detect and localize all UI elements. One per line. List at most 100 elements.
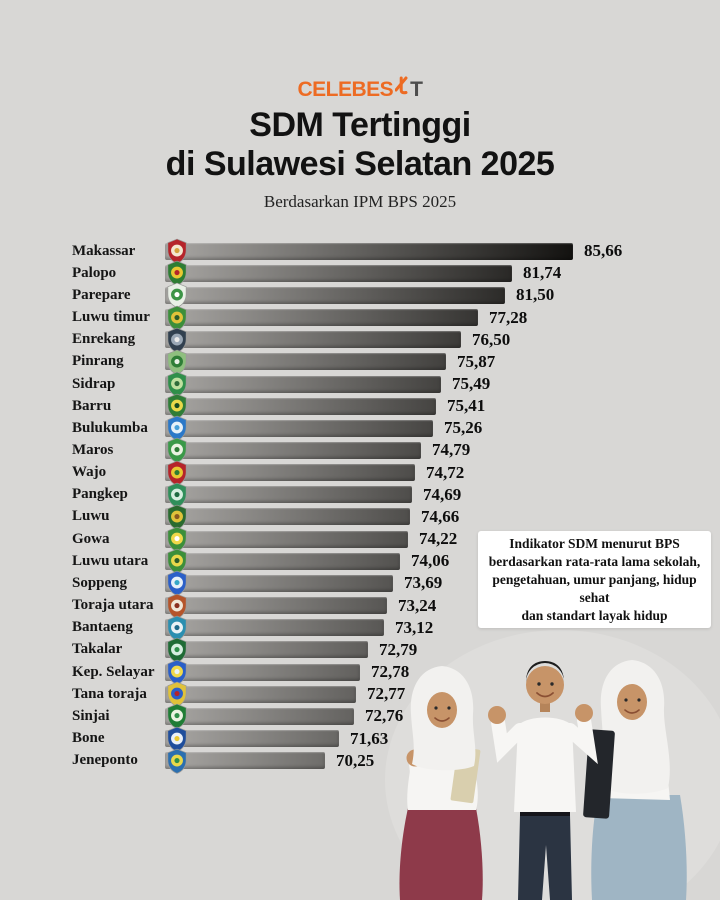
value-label: 75,26 [444,418,483,438]
students-photo [380,630,720,900]
bar-chart: Makassar 85,66 Palopo 81,74 Parepare 81,… [72,238,712,774]
bar [165,238,573,264]
bar [165,482,412,508]
chart-row: Jeneponto 70,25 [72,748,712,774]
brand-logo: CELEBES T [0,76,720,103]
bar [165,704,354,730]
bar [165,681,356,707]
value-label: 72,79 [379,639,418,659]
value-label: 74,79 [432,440,471,460]
chart-row: Bantaeng 73,12 [72,615,712,641]
value-label: 75,41 [447,396,486,416]
bar [165,327,461,353]
bar [165,659,360,685]
bar [165,260,512,286]
bar [165,371,441,397]
region-label: Sinjai [72,707,110,724]
value-label: 73,24 [398,595,437,615]
chart-row: Wajo 74,72 [72,460,712,486]
region-label: Pinrang [72,353,124,370]
value-label: 85,66 [584,241,623,261]
page-subtitle: Berdasarkan IPM BPS 2025 [263,192,457,211]
region-label: Pangkep [72,486,128,503]
value-label: 74,06 [411,551,450,571]
region-label: Wajo [72,464,107,481]
logo-bolt-icon [394,76,408,101]
value-label: 73,69 [404,573,443,593]
region-crest-icon [166,615,188,641]
region-label: Luwu timur [72,309,150,326]
value-label: 71,63 [350,728,389,748]
region-label: Maros [72,441,114,458]
value-label: 76,50 [472,329,511,349]
bar [165,571,393,597]
value-label: 81,50 [516,285,555,305]
value-label: 81,74 [523,263,562,283]
chart-row: Luwu timur 77,28 [72,305,712,331]
bar [165,748,325,774]
value-label: 75,87 [457,351,496,371]
info-box: Indikator SDM menurut BPS berdasarkan rat… [478,531,711,628]
bar [165,460,415,486]
value-label: 72,76 [365,706,404,726]
bar [165,305,478,331]
value-label: 73,12 [395,617,434,637]
value-label: 75,49 [452,374,491,394]
value-label: 74,72 [426,462,465,482]
region-crest-icon [166,260,188,286]
chart-row: Pangkep 74,69 [72,482,712,508]
bar [165,615,384,641]
bar [165,637,368,663]
bar [165,438,421,464]
region-label: Toraja utara [72,597,154,614]
chart-row: Sidrap 75,49 [72,371,712,397]
brand-name-t: T [410,77,423,101]
region-label: Makassar [72,242,136,259]
region-label: Enrekang [72,331,136,348]
region-label: Palopo [72,264,117,281]
bar [165,349,446,375]
chart-row: Takalar 72,79 [72,637,712,663]
bar [165,526,408,552]
region-crest-icon [166,415,188,442]
region-crest-icon [166,460,188,486]
chart-row: Bone 71,63 [72,726,712,752]
value-label: 72,77 [367,684,406,704]
bar [165,726,339,752]
region-crest-icon [166,349,188,375]
student-girl-left [399,666,483,900]
chart-row: Luwu utara 74,06 [72,548,712,575]
bar [165,548,400,575]
region-label: Soppeng [72,574,128,591]
region-crest-icon [166,659,188,685]
region-label: Parepare [72,286,131,303]
chart-row: Palopo 81,74 [72,260,712,286]
bar [165,416,433,442]
region-crest-icon [166,548,188,575]
value-label: 70,25 [336,750,375,770]
bar [165,283,505,309]
region-label: Jeneponto [72,752,138,769]
region-label: Takalar [72,641,123,658]
page-title: SDM Tertinggi di Sulawesi Selatan 2025 [0,106,720,184]
chart-row: Barru 75,41 [72,393,712,419]
chart-row: Bulukumba 75,26 [72,416,712,442]
region-crest-icon [166,282,188,309]
region-label: Gowa [72,530,110,547]
region-crest-icon [166,637,188,663]
bar [165,593,387,619]
info-box-text: Indikator SDM menurut BPS berdasarkan rat… [488,535,701,623]
region-label: Kep. Selayar [72,663,155,680]
chart-row: Toraja utara 73,24 [72,593,712,619]
brand-name-celebes: CELEBES [297,77,394,101]
chart-row: Luwu 74,66 [72,504,712,530]
bar [165,504,410,530]
region-label: Bantaeng [72,619,133,636]
region-label: Sidrap [72,375,116,392]
bar [165,393,436,419]
region-label: Luwu utara [72,552,149,569]
region-crest-icon [166,726,188,752]
region-crest-icon [166,393,188,419]
value-label: 74,66 [421,506,460,526]
